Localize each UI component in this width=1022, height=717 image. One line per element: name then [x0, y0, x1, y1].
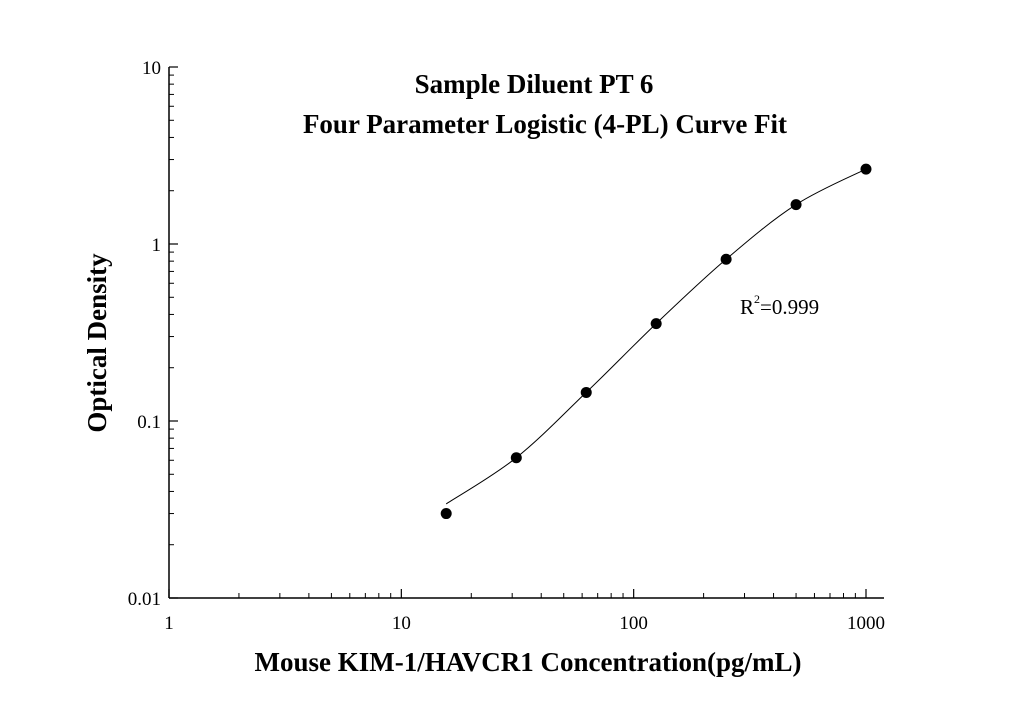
- chart-subtitle: Four Parameter Logistic (4-PL) Curve Fit: [303, 109, 787, 139]
- x-tick-label: 1000: [847, 613, 885, 634]
- data-point: [720, 253, 732, 265]
- r-squared-annotation: R2=0.999: [740, 292, 819, 319]
- x-axis-label: Mouse KIM-1/HAVCR1 Concentration(pg/mL): [255, 647, 802, 677]
- y-axis-label: Optical Density: [82, 253, 112, 433]
- data-points: [440, 163, 872, 520]
- chart-title: Sample Diluent PT 6: [415, 69, 654, 99]
- data-point: [650, 318, 662, 330]
- y-tick-label: 0.1: [137, 412, 161, 433]
- r-squared-base: R: [740, 295, 754, 319]
- data-point: [440, 508, 452, 520]
- x-tick-label: 1: [164, 613, 174, 634]
- x-tick-label: 10: [392, 613, 411, 634]
- r-squared-superscript: 2: [754, 292, 760, 306]
- data-point: [580, 386, 592, 398]
- y-tick-label: 10: [142, 58, 161, 79]
- data-point: [510, 452, 522, 464]
- y-tick-label: 1: [152, 235, 162, 256]
- data-point: [790, 199, 802, 211]
- x-axis-ticks: 1 10 100 1000: [164, 589, 885, 634]
- y-axis-ticks: 0.01 0.1 1 10: [128, 58, 178, 610]
- y-tick-label: 0.01: [128, 589, 161, 610]
- axes: [168, 67, 884, 599]
- r-squared-value: =0.999: [760, 295, 819, 319]
- data-point: [860, 163, 872, 175]
- x-tick-label: 100: [619, 613, 648, 634]
- fit-curve-line: [445, 168, 867, 505]
